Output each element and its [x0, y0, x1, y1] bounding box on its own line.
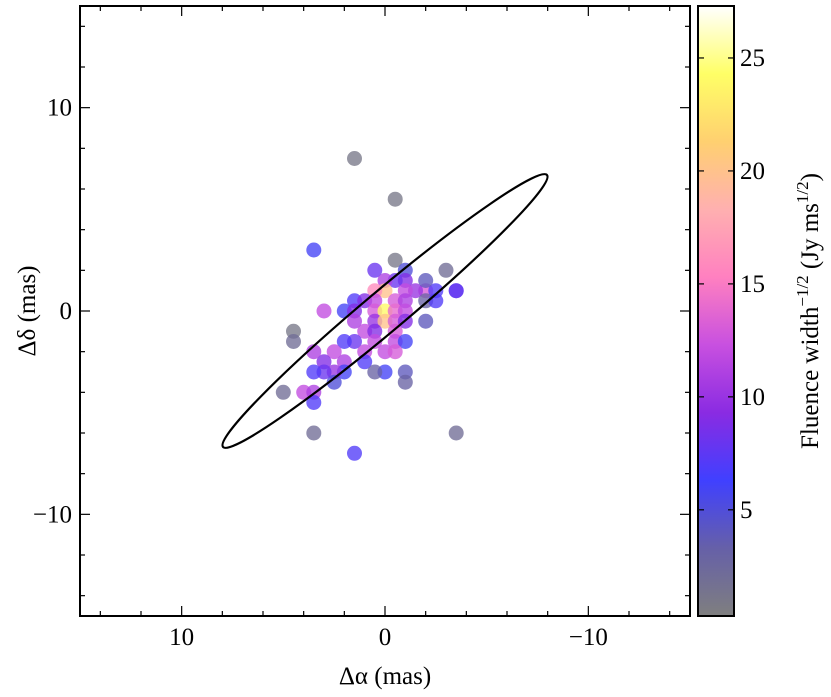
y-axis-ticks: 10 0 −10: [33, 25, 690, 597]
data-point: [397, 334, 413, 349]
data-point: [306, 395, 322, 410]
colorbar-ticks: 5 10 15 20 25: [698, 45, 765, 524]
data-point: [387, 191, 403, 207]
colorbar-label-main: Fluence width: [797, 306, 824, 449]
error-ellipse-layer: [221, 173, 549, 449]
x-tick-label: 10: [169, 624, 194, 651]
colorbar-tick-label: 20: [740, 158, 765, 185]
colorbar: 5 10 15 20 25 Fluence width−1/2 (Jy ms1/2): [697, 5, 824, 617]
colorbar-label-units-close: ): [797, 173, 824, 181]
data-point: [448, 283, 464, 299]
data-point: [387, 344, 403, 360]
data-point: [448, 425, 464, 441]
data-points: [275, 151, 464, 461]
x-axis-ticks: 10 0 −10: [99, 6, 671, 651]
colorbar-label-sup: −1/2: [793, 275, 812, 306]
data-point: [367, 364, 383, 380]
data-point: [387, 252, 403, 268]
data-point: [418, 313, 434, 329]
data-point: [418, 273, 434, 288]
data-point: [347, 151, 362, 166]
data-point: [397, 374, 413, 390]
data-point: [306, 364, 322, 380]
data-point: [326, 344, 342, 360]
data-point: [316, 303, 332, 319]
y-axis-label: Δδ (mas): [14, 265, 41, 356]
x-tick-label: 0: [379, 624, 392, 651]
colorbar-tick-label: 25: [740, 45, 765, 72]
colorbar-label-units: (Jy ms: [797, 203, 824, 275]
data-point: [438, 262, 454, 278]
colorbar-tick-label: 5: [740, 497, 753, 524]
data-point: [367, 262, 383, 278]
data-point: [275, 384, 291, 400]
x-axis-label: Δα (mas): [339, 663, 431, 690]
data-point: [306, 242, 322, 258]
data-point: [336, 334, 352, 349]
colorbar-frame: [697, 5, 735, 617]
data-point: [326, 374, 342, 390]
x-tick-label: −10: [569, 624, 608, 651]
error-ellipse: [221, 173, 549, 449]
y-tick-label: 0: [60, 298, 73, 325]
data-point: [347, 445, 362, 461]
data-point: [286, 334, 301, 349]
data-point: [347, 313, 362, 329]
colorbar-label-units-sup: 1/2: [793, 181, 812, 203]
y-tick-label: −10: [33, 501, 72, 528]
colorbar-gradient: [698, 6, 734, 616]
data-point: [367, 334, 383, 349]
colorbar-tick-label: 15: [740, 271, 765, 298]
y-tick-label: 10: [47, 95, 72, 122]
data-point: [306, 425, 322, 441]
colorbar-label: Fluence width−1/2 (Jy ms1/2): [793, 173, 824, 449]
colorbar-tick-label: 10: [740, 384, 765, 411]
